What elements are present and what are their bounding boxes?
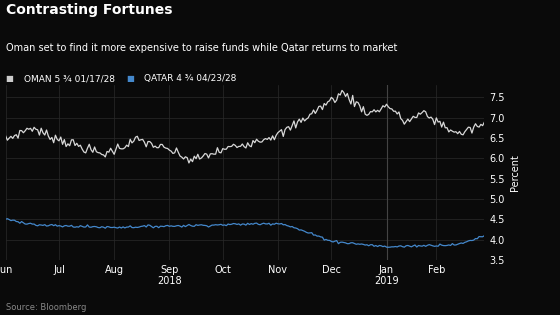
Y-axis label: Percent: Percent xyxy=(510,154,520,191)
Text: QATAR 4 ¾ 04/23/28: QATAR 4 ¾ 04/23/28 xyxy=(144,74,236,83)
Text: Oman set to find it more expensive to raise funds while Qatar returns to market: Oman set to find it more expensive to ra… xyxy=(6,43,397,53)
Text: Contrasting Fortunes: Contrasting Fortunes xyxy=(6,3,172,17)
Text: Source: Bloomberg: Source: Bloomberg xyxy=(6,303,86,312)
Text: ■: ■ xyxy=(126,74,134,83)
Text: ■: ■ xyxy=(6,74,13,83)
Text: OMAN 5 ¾ 01/17/28: OMAN 5 ¾ 01/17/28 xyxy=(24,74,115,83)
